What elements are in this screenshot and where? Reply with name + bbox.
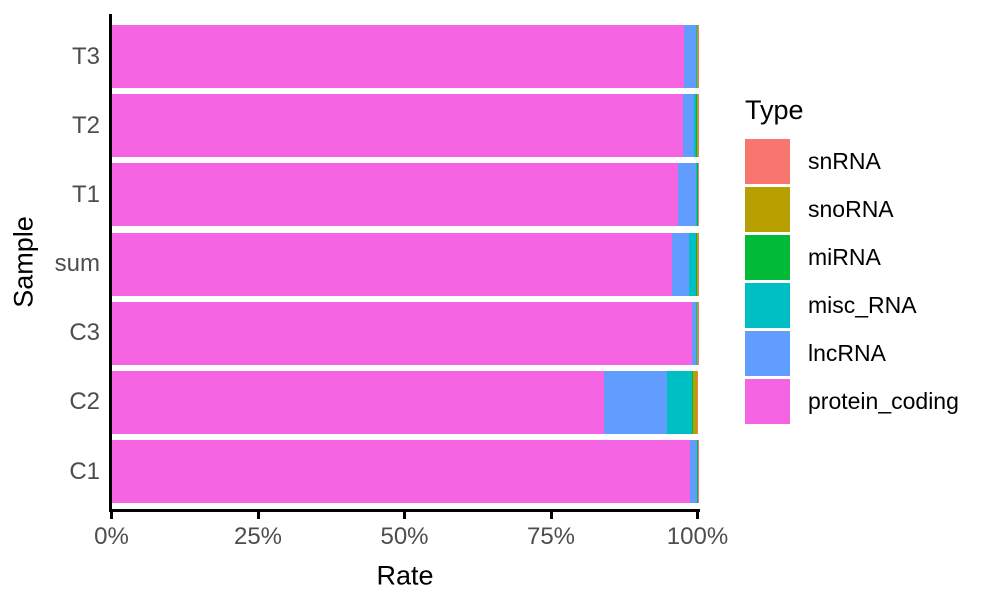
legend-swatch-miRNA	[745, 235, 790, 280]
bar-segment-protein_coding	[112, 232, 673, 296]
y-tick-label-sum: sum	[54, 250, 100, 277]
bar-segment-misc_RNA	[666, 370, 693, 434]
bar-segment-miRNA	[696, 25, 698, 88]
y-tick-label-T3: T3	[71, 42, 100, 70]
legend-swatch-protein_coding	[745, 379, 790, 424]
legend-label-protein_coding: protein_coding	[808, 388, 959, 414]
legend-item-misc_RNA: misc_RNA	[745, 283, 959, 328]
bar-segment-snoRNA	[697, 94, 698, 158]
bar-segment-misc_RNA	[695, 163, 697, 227]
legend-label-misc_RNA: misc_RNA	[808, 292, 917, 318]
bar-row-T1	[112, 163, 698, 227]
y-tick-label-T2: T2	[71, 111, 100, 139]
legend-label-miRNA: miRNA	[808, 244, 881, 270]
bar-row-C2	[112, 370, 698, 434]
bar-segment-lncRNA	[689, 440, 698, 504]
bar-segment-lncRNA	[672, 232, 690, 296]
x-axis-title: Rate	[376, 560, 434, 591]
x-tick-label-75: 75%	[526, 523, 576, 550]
legend-swatch-misc_RNA	[745, 283, 790, 328]
legend-label-lncRNA: lncRNA	[808, 340, 886, 366]
legend-item-lncRNA: lncRNA	[745, 331, 959, 376]
bar-segment-miRNA	[692, 370, 693, 434]
legend-item-protein_coding: protein_coding	[745, 379, 959, 424]
legend-swatch-snoRNA	[745, 187, 790, 232]
bar-segment-lncRNA	[604, 370, 667, 434]
bar-segment-miRNA	[696, 232, 697, 296]
y-tick-label-C2: C2	[69, 388, 100, 416]
legend-item-snRNA: snRNA	[745, 139, 959, 184]
bar-segment-snoRNA	[696, 232, 698, 296]
y-tick-label-C1: C1	[69, 457, 100, 485]
x-axis-line	[109, 509, 700, 512]
bar-segment-misc_RNA	[694, 94, 696, 158]
bar-row-T3	[112, 25, 698, 88]
x-tick-label-100: 100%	[666, 523, 729, 550]
bar-segment-protein_coding	[112, 25, 684, 88]
x-tick-label-25: 25%	[233, 523, 283, 550]
bar-segment-miRNA	[695, 94, 698, 158]
bar-segment-protein_coding	[112, 94, 684, 158]
bar-segment-protein_coding	[112, 440, 690, 504]
bar-segment-snRNA	[696, 370, 698, 434]
y-axis-line	[109, 14, 112, 512]
bar-row-T2	[112, 94, 698, 158]
bar-segment-snoRNA	[696, 301, 698, 365]
x-tick-75	[549, 512, 553, 519]
bar-segment-lncRNA	[683, 25, 697, 88]
y-tick-label-T1: T1	[71, 180, 100, 208]
legend-label-snRNA: snRNA	[808, 148, 881, 174]
bar-segment-protein_coding	[112, 370, 605, 434]
legend-item-snoRNA: snoRNA	[745, 187, 959, 232]
x-tick-50	[403, 512, 406, 519]
x-tick-100	[696, 512, 699, 519]
bar-row-C3	[112, 301, 698, 365]
bar-segment-lncRNA	[683, 94, 695, 158]
legend: Type snRNA snoRNA miRNA misc_RNA lncRNA prote…	[745, 95, 959, 427]
x-tick-25	[256, 512, 260, 519]
legend-item-miRNA: miRNA	[745, 235, 959, 280]
bar-segment-protein_coding	[112, 163, 679, 227]
legend-title: Type	[745, 95, 804, 125]
bar-segment-misc_RNA	[689, 232, 697, 296]
bar-segment-lncRNA	[678, 163, 696, 227]
bar-segment-protein_coding	[112, 301, 692, 365]
bar-segment-lncRNA	[691, 301, 697, 365]
bar-row-sum	[112, 232, 698, 296]
legend-swatch-lncRNA	[745, 331, 790, 376]
y-tick-label-C3: C3	[69, 319, 100, 347]
bar-segment-miRNA	[696, 163, 698, 227]
legend-swatch-snRNA	[745, 139, 790, 184]
legend-items: snRNA snoRNA miRNA misc_RNA lncRNA protein_co…	[745, 139, 959, 424]
legend-label-snoRNA: snoRNA	[808, 196, 894, 222]
x-tick-label-0: 0%	[94, 523, 129, 550]
bar-segment-snoRNA	[692, 370, 697, 434]
x-tick-0	[110, 512, 113, 519]
bar-row-C1	[112, 440, 698, 504]
x-tick-label-50: 50%	[380, 523, 429, 550]
